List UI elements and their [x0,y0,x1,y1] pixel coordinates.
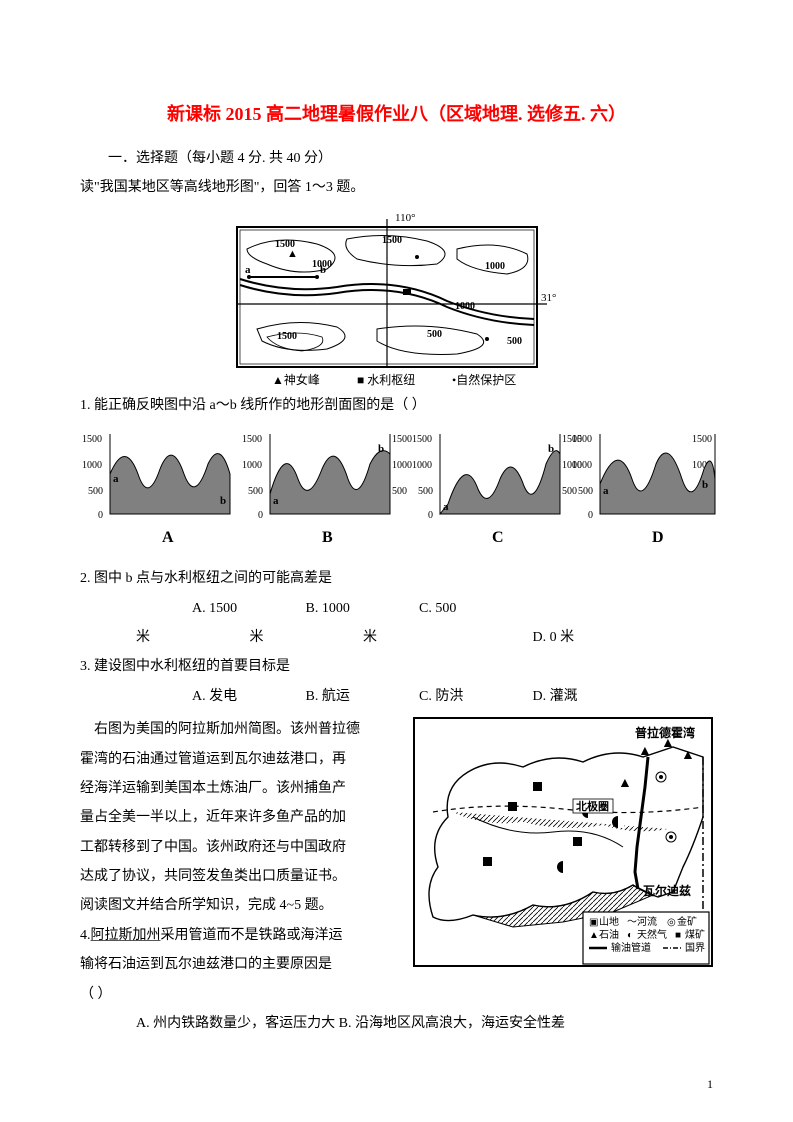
alaska-map-figure: ▲ ▲ ▲ ▲ 普拉德霍湾 北极圈 瓦尔迪兹 ▣山地 ～河流 ◎金矿 ▲石油 ◐… [413,717,713,967]
q1-stem: 1. 能正确反映图中沿 a～b 线所作的地形剖面图的是（ ） [80,391,713,420]
svg-text:1000: 1000 [572,460,592,471]
q3-opt-a: A. 发电 [136,682,246,711]
svg-text:1500: 1500 [392,434,412,445]
lat-label: 31° [541,292,556,304]
intro-text-1: 读"我国某地区等高线地形图"，回答 1～3 题。 [80,173,713,202]
q3-opt-b: B. 航运 [250,682,360,711]
svg-text:B: B [322,529,333,546]
svg-text:～: ～ [627,917,637,928]
svg-text:输油管道: 输油管道 [611,941,651,954]
svg-text:b: b [548,443,554,455]
svg-text:石油: 石油 [599,928,619,941]
svg-text:1000: 1000 [392,460,412,471]
svg-text:煤矿: 煤矿 [685,928,705,941]
svg-text:▲: ▲ [589,930,599,941]
svg-text:b: b [320,264,326,276]
legend-peak: ▲神女峰 [272,372,320,387]
svg-text:1000: 1000 [485,261,505,272]
q2-opt-a: A. 1500 米 [136,594,246,653]
q4-highlight: 阿拉斯加州 [91,928,161,943]
svg-text:b: b [702,479,708,491]
svg-text:河流: 河流 [637,915,657,928]
q2-opt-c: C. 500 米 [363,594,473,653]
svg-text:1500: 1500 [82,434,102,445]
svg-text:500: 500 [507,336,522,347]
q2-opt-d: D. 0 米 [477,623,587,652]
q3-stem: 3. 建设图中水利枢纽的首要目标是 [80,652,713,681]
legend-reserve: •自然保护区 [452,372,516,387]
svg-text:a: a [273,495,279,507]
svg-text:1500: 1500 [382,235,402,246]
svg-text:▲: ▲ [638,744,652,759]
svg-text:1500: 1500 [242,434,262,445]
svg-text:天然气: 天然气 [637,928,667,941]
svg-text:0: 0 [258,510,263,521]
svg-text:1000: 1000 [242,460,262,471]
bay-label: 普拉德霍湾 [635,725,695,740]
svg-text:a: a [603,485,609,497]
svg-text:山地: 山地 [599,915,619,928]
svg-text:500: 500 [88,486,103,497]
svg-text:1500: 1500 [412,434,432,445]
svg-text:◐: ◐ [627,930,633,941]
svg-text:0: 0 [98,510,103,521]
svg-text:500: 500 [392,486,407,497]
q2-options: A. 1500 米 B. 1000 米 C. 500 米 D. 0 米 [80,594,713,653]
svg-text:▲: ▲ [287,248,298,260]
q4-options-line: A. 州内铁路数量少，客运压力大 B. 沿海地区风高浪大，海运安全性差 [80,1009,713,1038]
q3-options: A. 发电 B. 航运 C. 防洪 D. 灌溉 [80,682,713,711]
svg-text:500: 500 [562,486,577,497]
svg-text:500: 500 [427,329,442,340]
svg-text:◎: ◎ [667,917,676,928]
svg-text:1500: 1500 [277,331,297,342]
svg-text:1000: 1000 [82,460,102,471]
svg-text:1000: 1000 [412,460,432,471]
passage-2-block: ▲ ▲ ▲ ▲ 普拉德霍湾 北极圈 瓦尔迪兹 ▣山地 ～河流 ◎金矿 ▲石油 ◐… [80,715,713,1009]
svg-text:C: C [492,529,504,546]
lon-label: 110° [395,212,416,224]
svg-text:1000: 1000 [455,301,475,312]
legend-dam: ■ 水利枢纽 [357,372,415,387]
svg-text:▲: ▲ [681,748,695,763]
svg-text:b: b [220,495,226,507]
svg-text:▲: ▲ [618,776,632,791]
svg-text:500: 500 [578,486,593,497]
svg-text:D: D [652,529,664,546]
section-heading: 一．选择题（每小题 4 分. 共 40 分） [80,144,713,173]
svg-text:0: 0 [588,510,593,521]
arctic-label: 北极圈 [576,799,609,813]
q2-opt-b: B. 1000 米 [250,594,360,653]
svg-text:1500: 1500 [572,434,592,445]
svg-text:a: a [245,264,251,276]
page-number: 1 [707,1077,713,1092]
svg-text:b: b [378,443,384,455]
svg-text:a: a [443,501,449,513]
q3-opt-c: C. 防洪 [363,682,473,711]
contour-map-figure: 110° 31° 1500 1500 1000 1000 1000 500 50… [227,209,567,389]
svg-text:1500: 1500 [692,434,712,445]
q2-stem: 2. 图中 b 点与水利枢纽之间的可能高差是 [80,564,713,593]
svg-text:0: 0 [428,510,433,521]
svg-text:500: 500 [248,486,263,497]
profile-options-figure: 1500 1000 500 0 a b A 1500 1000 500 0 15… [80,424,720,554]
page-title: 新课标 2015 高二地理暑假作业八（区域地理. 选修五. 六） [80,100,713,126]
svg-text:金矿: 金矿 [677,915,697,928]
svg-text:A: A [162,529,174,546]
svg-text:国界: 国界 [685,942,705,954]
svg-text:a: a [113,473,119,485]
q3-opt-d: D. 灌溉 [477,682,587,711]
svg-text:▣: ▣ [589,917,598,928]
svg-text:■: ■ [675,930,681,941]
svg-text:500: 500 [418,486,433,497]
port-label: 瓦尔迪兹 [643,883,691,898]
q4-stem-l3: （ ） [80,980,713,1009]
